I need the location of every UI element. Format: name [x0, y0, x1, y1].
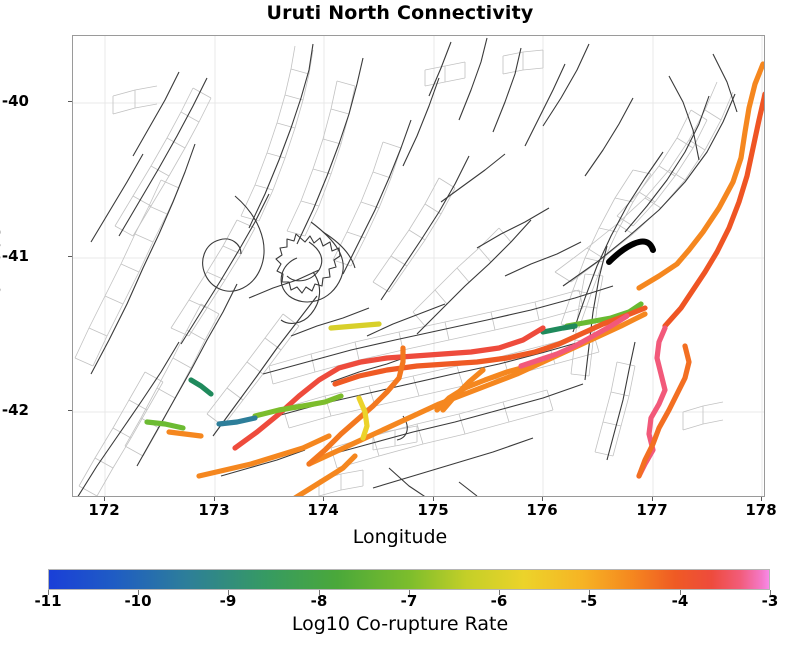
x-tickmark [542, 497, 543, 501]
colorbar-tick-label: -7 [400, 592, 418, 610]
corupture-trace [306, 345, 406, 467]
corupture-trace [636, 325, 668, 479]
x-axis-label: Longitude [352, 526, 448, 548]
corupture-trace [564, 301, 644, 329]
corupture-trace [328, 321, 382, 331]
colorbar-tickmark [228, 590, 229, 595]
x-tickmark [104, 497, 105, 501]
x-tick-label: 172 [88, 501, 120, 519]
y-axis-label: Latitude [0, 226, 5, 306]
y-tick-label: -41 [1, 247, 29, 265]
x-tickmark [761, 497, 762, 501]
x-tick-label: 176 [526, 501, 558, 519]
colorbar-tick-label: -4 [671, 592, 689, 610]
colorbar-tickmark [589, 590, 590, 595]
corupture-trace [636, 61, 764, 291]
y-tickmark [68, 101, 72, 102]
colorbar-label: Log10 Co-rupture Rate [291, 613, 509, 635]
x-tick-label: 177 [636, 501, 668, 519]
y-tick-label: -40 [1, 92, 29, 110]
map-plot-area[interactable] [72, 35, 765, 497]
colorbar-tickmark [680, 590, 681, 595]
corupture-traces [144, 61, 764, 496]
x-tick-label: 178 [745, 501, 777, 519]
chart-title: Uruti North Connectivity [266, 2, 534, 24]
colorbar-tick-label: -6 [490, 592, 508, 610]
colorbar-tickmark [770, 590, 771, 595]
x-tickmark [433, 497, 434, 501]
corupture-trace [518, 313, 630, 369]
corupture-trace [166, 429, 204, 439]
colorbar-tickmark [409, 590, 410, 595]
x-tick-label: 175 [417, 501, 449, 519]
x-tick-label: 173 [198, 501, 230, 519]
corupture-trace [216, 415, 258, 427]
corupture-trace [293, 453, 358, 496]
y-tick-label: -42 [1, 401, 29, 419]
colorbar-tickmark [48, 590, 49, 595]
colorbar-tickmark [138, 590, 139, 595]
y-tickmark [68, 256, 72, 257]
colorbar-tickmark [499, 590, 500, 595]
x-tickmark [214, 497, 215, 501]
corupture-trace [440, 367, 486, 413]
corupture-trace [144, 419, 186, 431]
corupture-trace [252, 393, 344, 419]
colorbar-tick-label: -8 [310, 592, 328, 610]
y-tickmark [68, 410, 72, 411]
colorbar-tickmark [319, 590, 320, 595]
corupture-trace [332, 305, 648, 387]
colorbar-tick-label: -5 [580, 592, 598, 610]
corupture-trace [356, 395, 370, 441]
colorbar[interactable] [48, 569, 770, 590]
colorbar-tick-label: -11 [34, 592, 62, 610]
corupture-trace [540, 323, 578, 335]
colorbar-tick-label: -10 [124, 592, 152, 610]
source-fault [606, 238, 656, 265]
x-tick-label: 174 [307, 501, 339, 519]
x-tickmark [652, 497, 653, 501]
corupture-trace [188, 377, 214, 397]
colorbar-gradient [49, 570, 769, 589]
corupture-trace [662, 91, 764, 329]
corupture-trace [636, 343, 692, 479]
x-tickmark [323, 497, 324, 501]
colorbar-tick-label: -9 [219, 592, 237, 610]
fault-traces [77, 37, 738, 496]
colorbar-tick-label: -3 [761, 592, 779, 610]
corupture-trace [196, 433, 332, 479]
source-fault-trace [606, 238, 656, 265]
map-svg [73, 36, 764, 496]
